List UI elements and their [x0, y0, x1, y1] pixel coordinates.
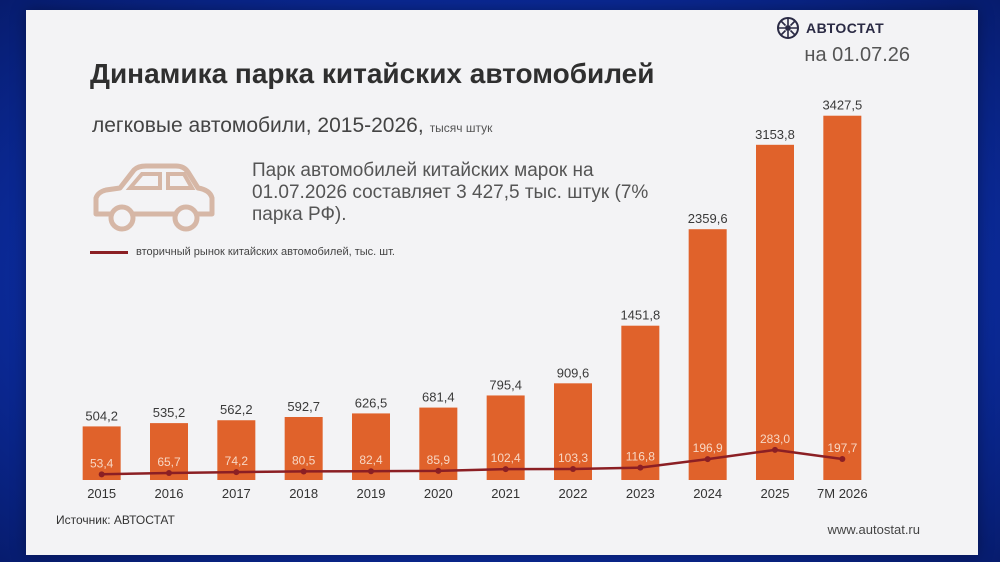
x-tick-label: 2025: [761, 486, 790, 501]
legend-line-swatch: [90, 250, 128, 254]
line-value-label: 283,0: [760, 432, 790, 446]
fleet-callout: Парк автомобилей китайских марок на 01.0…: [252, 160, 649, 225]
bar-value-label: 592,7: [287, 399, 320, 414]
bar: [823, 115, 862, 480]
line-point: [772, 446, 778, 453]
line-point: [570, 466, 576, 473]
line-value-label: 65,7: [157, 455, 181, 469]
line-point: [435, 467, 442, 474]
x-tick-label: 2020: [424, 486, 453, 501]
bar-value-label: 681,4: [422, 390, 455, 405]
line-value-label: 74,2: [225, 454, 249, 468]
brand-logo: АВТОСТАТ: [776, 16, 884, 40]
legend-label: вторичный рынок китайских автомобилей, т…: [136, 246, 395, 258]
x-tick-label: 2022: [559, 486, 588, 501]
source-note: Источник: АВТОСТАТ: [56, 513, 175, 527]
bar: [82, 426, 121, 480]
line-point: [637, 464, 644, 471]
line-value-label: 80,5: [292, 453, 316, 467]
line-value-label: 103,3: [558, 451, 588, 465]
line-point: [233, 469, 240, 476]
bar-value-label: 504,2: [85, 408, 118, 423]
line-point: [704, 456, 711, 463]
subtitle-text: легковые автомобили, 2015-2026,: [92, 114, 424, 137]
slide: АВТОСТАТ на 01.07.26 Динамика парка кита…: [26, 10, 978, 555]
bar: [688, 229, 727, 480]
line-value-label: 102,4: [491, 451, 521, 465]
bar-value-label: 626,5: [355, 395, 388, 410]
x-tick-label: 2015: [87, 486, 116, 501]
line-value-label: 82,4: [359, 453, 383, 467]
report-date: на 01.07.26: [804, 44, 910, 66]
line-value-label: 197,7: [827, 441, 857, 455]
fleet-bar-chart: 504,2 2015 535,2 2016 562,2 2017 592,7 2018 626,…: [82, 98, 868, 501]
line-value-label: 196,9: [693, 441, 723, 455]
line-point: [502, 466, 509, 473]
bar: [486, 395, 525, 480]
bar-value-label: 909,6: [557, 365, 590, 380]
x-tick-label: 2018: [289, 486, 318, 501]
bar-value-label: 2359,6: [688, 211, 728, 226]
line-value-label: 85,9: [427, 453, 451, 467]
line-point: [300, 468, 307, 475]
x-tick-label: 7M 2026: [817, 486, 868, 501]
website-link[interactable]: www.autostat.ru: [827, 522, 921, 537]
x-tick-label: 2016: [155, 486, 184, 501]
bar-value-label: 3427,5: [822, 98, 862, 113]
bar-value-label: 795,4: [489, 377, 522, 392]
bar-value-label: 1451,8: [620, 308, 660, 323]
car-icon: [93, 163, 215, 232]
bar-value-label: 3153,8: [755, 127, 795, 142]
bar-value-label: 535,2: [153, 405, 186, 420]
line-point: [368, 468, 374, 475]
line-point: [98, 471, 105, 478]
x-tick-label: 2021: [491, 486, 520, 501]
page-subtitle: легковые автомобили, 2015-2026, тысяч шту…: [92, 114, 492, 138]
subtitle-unit: тысяч штук: [429, 121, 493, 135]
secondary-market-line: [101, 448, 843, 476]
x-tick-label: 2024: [693, 486, 722, 501]
chart-legend: вторичный рынок китайских автомобилей, т…: [90, 246, 395, 258]
line-point: [166, 470, 172, 477]
line-point: [839, 455, 846, 462]
logo-text: АВТОСТАТ: [806, 20, 885, 36]
bar: [621, 325, 660, 480]
page-title: Динамика парка китайских автомобилей: [90, 58, 655, 89]
x-tick-label: 2023: [626, 486, 655, 501]
bar: [554, 383, 592, 480]
line-value-label: 53,4: [90, 456, 114, 470]
x-tick-label: 2017: [222, 486, 251, 501]
autostat-logo-icon: [777, 17, 799, 39]
bar: [756, 144, 794, 480]
x-tick-label: 2019: [357, 486, 386, 501]
bar-value-label: 562,2: [220, 402, 253, 417]
line-value-label: 116,8: [626, 450, 655, 464]
